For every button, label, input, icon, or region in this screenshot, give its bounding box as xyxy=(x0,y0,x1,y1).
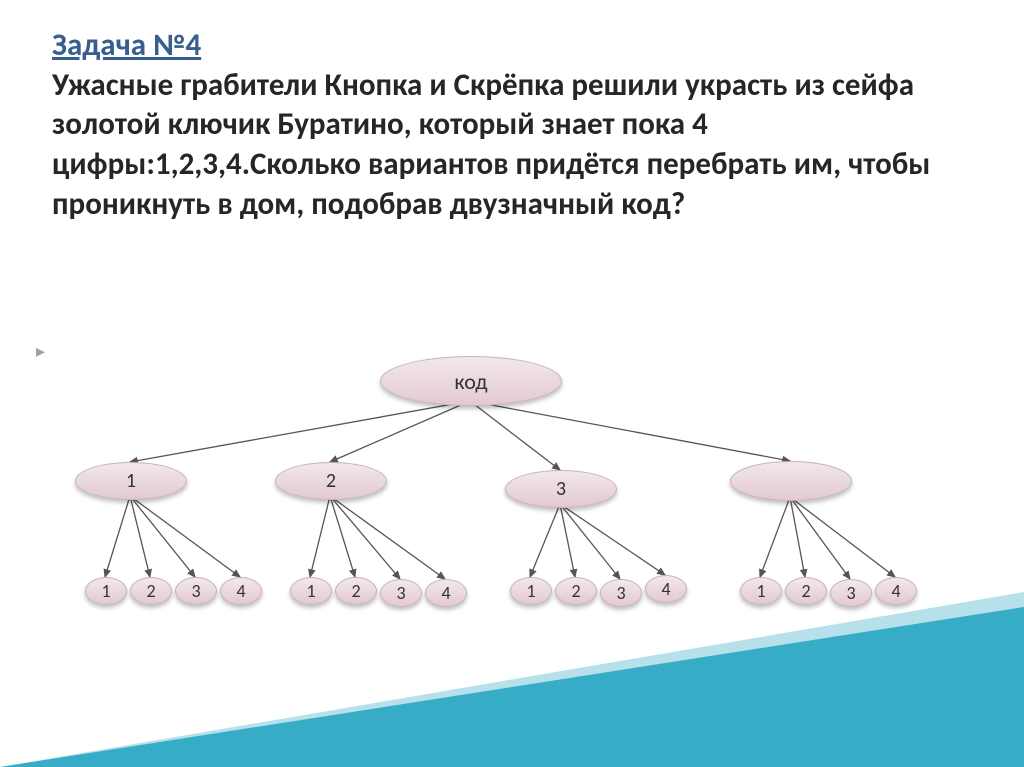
tree-leaf-10: 3 xyxy=(600,579,642,607)
tree-leaf-13: 2 xyxy=(785,577,827,605)
tree-leaf-0: 1 xyxy=(85,577,127,605)
tree-leaf-7: 4 xyxy=(425,579,467,607)
tree-level1-1: 2 xyxy=(275,462,387,500)
tree-level1-3 xyxy=(730,461,852,501)
tree-leaf-15: 4 xyxy=(875,577,917,605)
tree-leaf-1: 2 xyxy=(130,577,172,605)
tree-diagram: код1231234123412341234 xyxy=(0,0,1024,767)
tree-root: код xyxy=(380,356,562,406)
tree-leaf-2: 3 xyxy=(175,577,217,605)
tree-leaf-9: 2 xyxy=(555,577,597,605)
tree-leaf-5: 2 xyxy=(335,577,377,605)
tree-leaf-6: 3 xyxy=(380,579,422,607)
tree-leaf-3: 4 xyxy=(220,577,262,605)
tree-leaf-8: 1 xyxy=(510,577,552,605)
tree-level1-0: 1 xyxy=(75,462,187,500)
tree-leaf-4: 1 xyxy=(290,577,332,605)
tree-level1-2: 3 xyxy=(505,470,617,508)
tree-leaf-12: 1 xyxy=(740,577,782,605)
tree-leaf-11: 4 xyxy=(645,575,687,603)
tree-leaf-14: 3 xyxy=(830,579,872,607)
